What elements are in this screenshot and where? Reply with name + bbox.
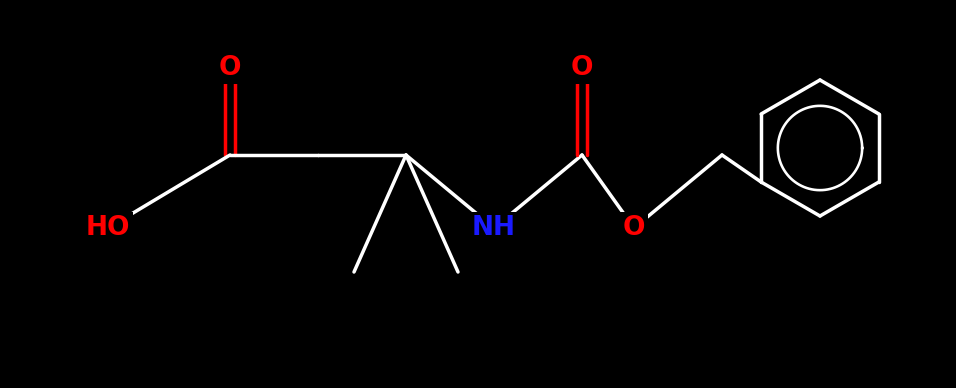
Text: HO: HO [86,215,130,241]
Text: NH: NH [472,215,516,241]
Text: O: O [219,55,241,81]
Text: O: O [622,215,645,241]
Text: O: O [571,55,594,81]
